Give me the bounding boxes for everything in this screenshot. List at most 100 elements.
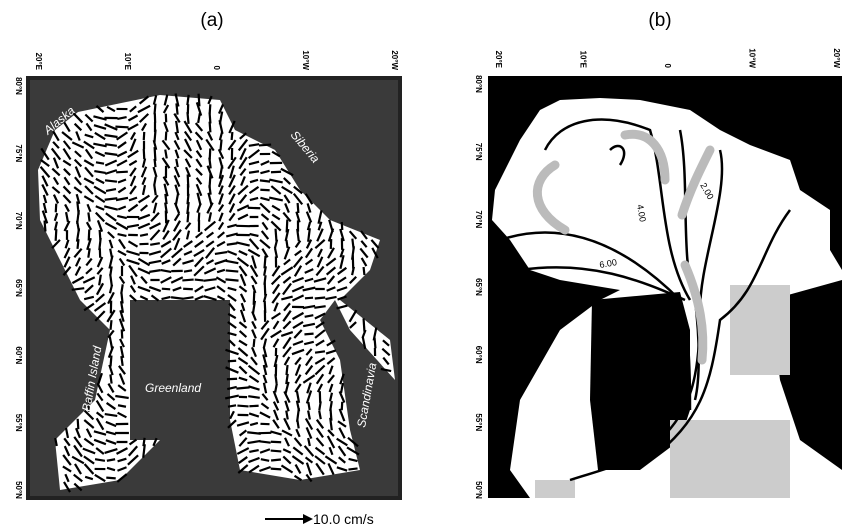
velocity-vector xyxy=(165,150,167,159)
velocity-vector xyxy=(232,132,233,140)
velocity-vector xyxy=(111,320,112,330)
velocity-vector xyxy=(271,451,282,452)
velocity-vector xyxy=(227,379,237,380)
velocity-vector xyxy=(88,212,89,221)
velocity-vector xyxy=(121,284,122,293)
velocity-vector xyxy=(364,318,365,331)
velocity-vector xyxy=(286,365,287,375)
velocity-vector xyxy=(199,94,200,107)
velocity-vector xyxy=(260,180,270,181)
panel-label: (b) xyxy=(648,10,671,31)
velocity-vector xyxy=(225,279,238,280)
left-tick-label: 80°N xyxy=(14,77,23,95)
velocity-vector xyxy=(375,338,376,349)
velocity-vector xyxy=(308,402,309,410)
velocity-vector xyxy=(259,441,270,442)
left-tick-label: 50°N xyxy=(474,481,483,499)
panel-b: 6.00 4.00 2.00 (b) 20°E10°E010°W20°W80°N… xyxy=(474,10,842,499)
left-tick-label: 60°N xyxy=(14,346,23,364)
velocity-vector xyxy=(182,280,193,281)
velocity-vector xyxy=(342,222,343,230)
velocity-vector xyxy=(271,442,281,443)
velocity-vector xyxy=(171,297,183,298)
velocity-vector xyxy=(319,411,321,419)
scale-label: 10.0 cm/s xyxy=(313,511,374,527)
left-tick-label: 70°N xyxy=(14,212,23,230)
left-tick-label: 60°N xyxy=(474,346,483,364)
velocity-vector xyxy=(248,396,260,398)
velocity-vector xyxy=(228,405,236,406)
top-tick-label: 20°E xyxy=(34,53,43,71)
velocity-vector xyxy=(305,315,314,317)
velocity-vector xyxy=(210,122,211,133)
panel-label: (a) xyxy=(200,10,223,31)
velocity-vector xyxy=(271,459,281,460)
velocity-vector xyxy=(315,298,325,299)
velocity-vector xyxy=(95,459,105,461)
velocity-vector xyxy=(78,239,79,249)
top-tick-label: 10°E xyxy=(579,51,588,69)
top-tick-label: 10°W xyxy=(748,48,757,68)
velocity-vector xyxy=(111,355,112,366)
velocity-vector xyxy=(364,267,365,275)
figure: Alaska Siberia Baffin Island Greenland S… xyxy=(0,0,845,529)
velocity-vector xyxy=(176,159,177,167)
velocity-vector xyxy=(166,132,167,141)
velocity-vector xyxy=(89,229,90,240)
left-tick-label: 55°N xyxy=(14,414,23,432)
velocity-vector xyxy=(259,145,271,146)
velocity-vector xyxy=(106,478,115,479)
velocity-vector xyxy=(297,420,298,429)
panel-a: Alaska Siberia Baffin Island Greenland S… xyxy=(14,10,400,499)
greenland-land xyxy=(130,300,230,440)
velocity-vector xyxy=(210,104,211,113)
velocity-vector xyxy=(96,162,104,163)
velocity-vector xyxy=(144,149,145,159)
top-tick-label: 10°E xyxy=(123,53,132,71)
velocity-vector xyxy=(249,171,259,172)
scale-arrowhead xyxy=(303,514,313,524)
velocity-vector xyxy=(315,351,325,352)
velocity-vector xyxy=(116,172,128,173)
velocity-vector xyxy=(276,229,277,242)
velocity-vector xyxy=(271,469,282,470)
velocity-vector xyxy=(154,177,155,185)
velocity-vector xyxy=(187,95,188,105)
top-tick-label: 10°W xyxy=(301,50,310,70)
velocity-vector xyxy=(195,280,204,281)
velocity-vector xyxy=(110,374,111,383)
velocity-vector xyxy=(188,212,189,223)
velocity-vector xyxy=(56,229,57,241)
left-tick-label: 70°N xyxy=(474,210,483,228)
left-tick-label: 75°N xyxy=(14,144,23,162)
top-tick-label: 20°E xyxy=(494,51,503,69)
top-tick-label: 20°W xyxy=(390,50,399,70)
velocity-vector xyxy=(155,104,156,115)
velocity-vector xyxy=(78,419,79,429)
velocity-vector xyxy=(110,274,112,285)
velocity-vector xyxy=(105,180,117,181)
velocity-vector xyxy=(184,270,192,271)
velocity-vector xyxy=(297,229,299,241)
velocity-vector xyxy=(72,288,84,290)
velocity-vector xyxy=(154,185,155,195)
velocity-vector xyxy=(121,356,122,366)
shade xyxy=(535,480,575,498)
left-tick-label: 50°N xyxy=(14,481,23,499)
velocity-vector xyxy=(209,158,210,169)
velocity-vector xyxy=(319,401,320,410)
velocity-vector xyxy=(115,127,128,128)
velocity-vector xyxy=(105,198,118,199)
velocity-vector xyxy=(275,374,276,383)
velocity-vector xyxy=(298,203,299,213)
shade xyxy=(670,420,790,498)
velocity-vector xyxy=(45,221,46,232)
velocity-vector xyxy=(254,339,255,347)
velocity-vector xyxy=(305,298,313,299)
velocity-vector xyxy=(236,387,249,388)
left-tick-label: 65°N xyxy=(14,279,23,297)
velocity-vector xyxy=(286,411,288,420)
top-tick-label: 20°W xyxy=(832,48,841,68)
velocity-vector xyxy=(88,248,89,257)
velocity-vector xyxy=(187,112,188,124)
